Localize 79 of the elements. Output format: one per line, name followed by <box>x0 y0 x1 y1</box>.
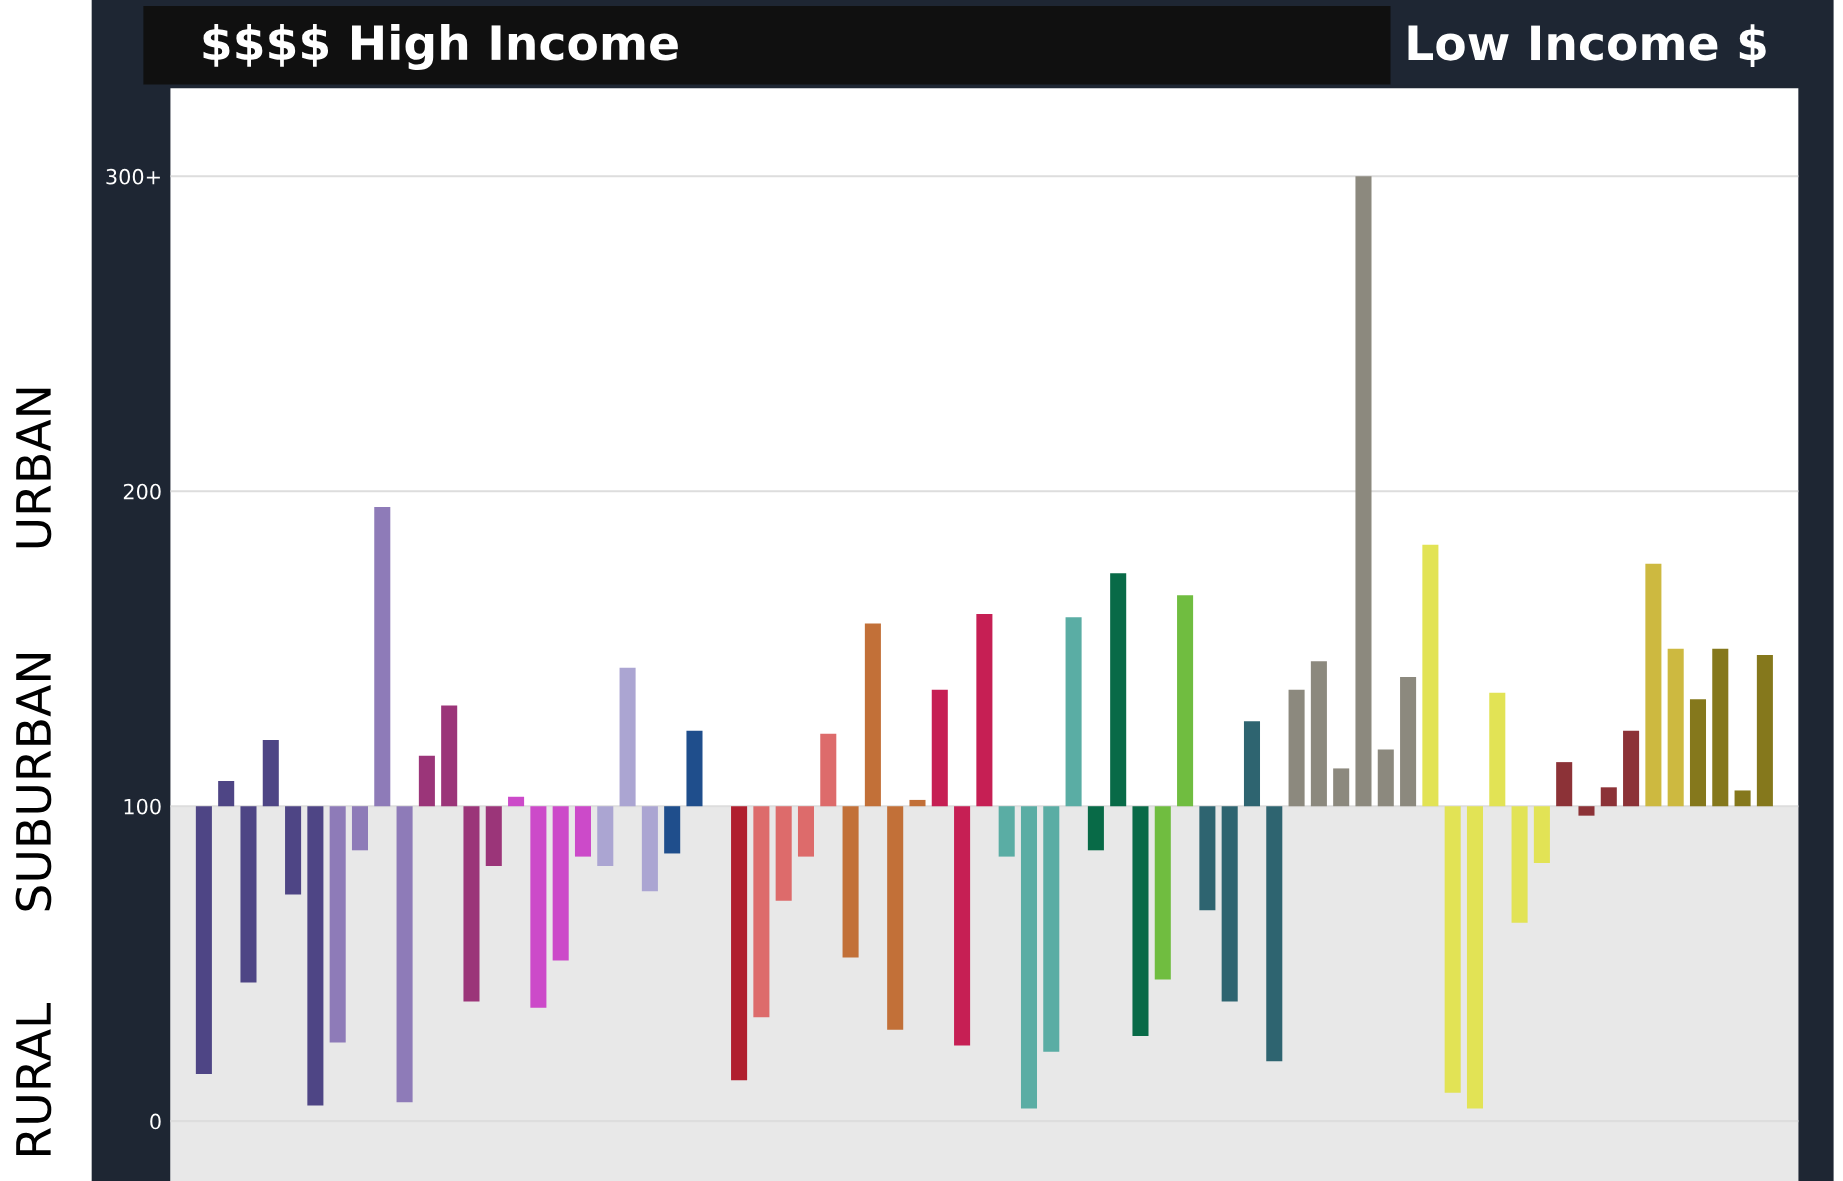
bar <box>1511 806 1528 923</box>
bar <box>1422 544 1439 807</box>
bar <box>374 507 391 807</box>
bar <box>1623 730 1640 807</box>
text: Low Income $ <box>1408 24 1766 67</box>
bar <box>1020 806 1038 1109</box>
bar <box>597 806 614 867</box>
y-tick-label: 300+ <box>106 168 160 185</box>
bar <box>909 799 926 807</box>
bar <box>1578 806 1595 816</box>
bar <box>240 806 257 983</box>
bar <box>262 740 279 807</box>
bar <box>1132 806 1149 1037</box>
text: SUBURBAN <box>15 653 52 911</box>
bar <box>396 806 413 1103</box>
bar <box>1221 806 1238 1002</box>
y-tick-label: 100 <box>124 798 161 815</box>
bar <box>1734 790 1751 807</box>
bar <box>931 689 948 807</box>
bar <box>1288 689 1305 807</box>
bar <box>998 806 1015 857</box>
bar <box>1600 787 1617 807</box>
bar <box>1110 573 1127 807</box>
bar <box>218 781 235 807</box>
bar <box>1466 806 1484 1109</box>
bar <box>1489 692 1506 807</box>
bar <box>418 755 435 807</box>
bar <box>1689 699 1707 807</box>
bar <box>864 623 881 807</box>
bar <box>1243 721 1261 807</box>
bar <box>285 806 302 895</box>
bar <box>641 806 658 892</box>
bar <box>463 806 480 1002</box>
bar <box>1756 655 1773 807</box>
bar <box>485 806 502 867</box>
bar <box>508 796 525 807</box>
bar <box>1377 749 1394 807</box>
bar <box>797 806 815 857</box>
bar <box>1444 806 1461 1093</box>
bar <box>686 730 703 807</box>
bar <box>976 614 993 807</box>
bar <box>1645 563 1662 807</box>
bar <box>1087 806 1104 851</box>
text: RURAL <box>16 1002 52 1155</box>
y-tick-label: 0 <box>150 1113 161 1130</box>
bar <box>195 806 212 1074</box>
bar <box>1533 806 1550 863</box>
bar <box>1400 677 1417 807</box>
y-tick-label: 200 <box>123 483 161 500</box>
bar <box>1199 806 1216 911</box>
text: $$$$ High Income <box>203 23 678 71</box>
bar <box>574 806 592 857</box>
bar <box>1556 762 1573 807</box>
bar <box>351 806 369 851</box>
bar <box>753 806 770 1018</box>
bar <box>1266 806 1283 1062</box>
bar <box>329 806 346 1043</box>
bar <box>441 705 458 807</box>
bar <box>1667 648 1684 807</box>
bar <box>775 806 792 901</box>
bar <box>1310 661 1327 807</box>
bar <box>619 667 636 807</box>
bar <box>530 806 547 1008</box>
bar <box>842 806 859 958</box>
bar <box>307 806 324 1106</box>
bar <box>887 806 904 1030</box>
bar <box>1712 648 1729 807</box>
bar <box>731 806 748 1081</box>
bar <box>954 806 971 1046</box>
bar <box>1065 617 1082 807</box>
bar <box>1355 176 1372 807</box>
text: URBAN <box>16 388 52 548</box>
bar <box>1177 595 1194 807</box>
bar <box>1154 806 1171 980</box>
bar <box>664 806 681 854</box>
bar <box>1333 768 1350 807</box>
bar <box>1043 806 1060 1052</box>
bar <box>820 733 837 807</box>
bar <box>552 806 569 961</box>
